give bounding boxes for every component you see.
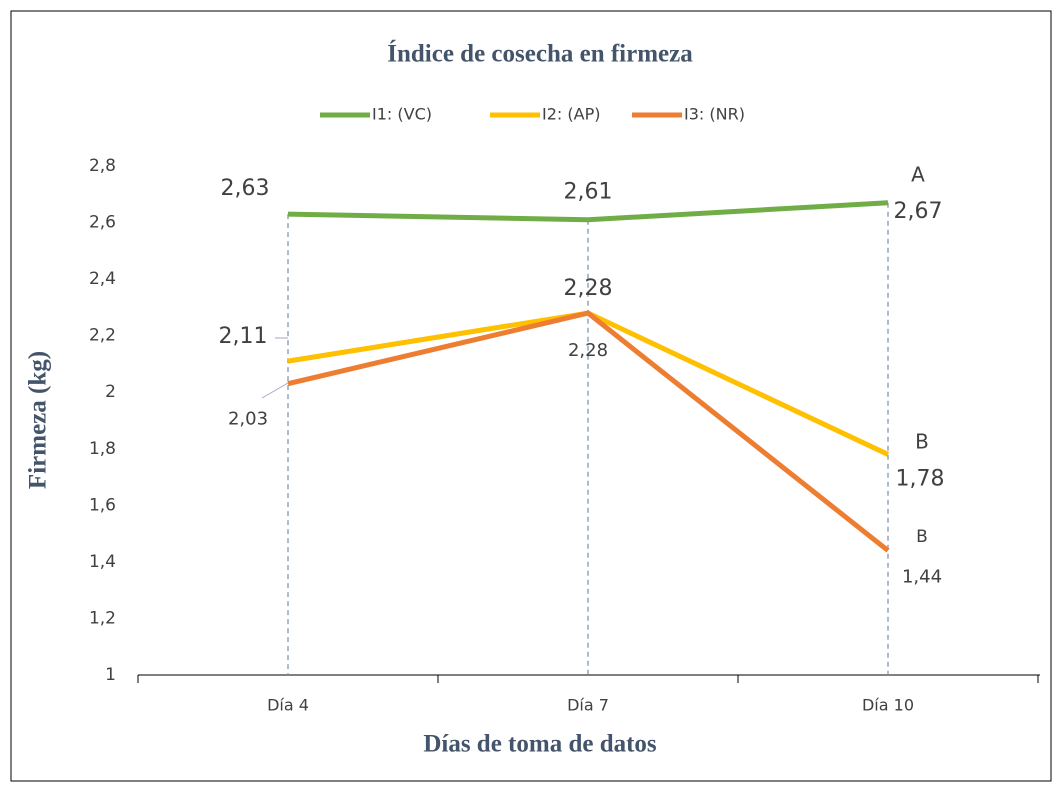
- y-tick-label: 2: [105, 382, 116, 402]
- annotation: B: [915, 430, 929, 454]
- legend-label: I3: (NR): [684, 105, 745, 124]
- y-axis-title: Firmeza (kg): [25, 351, 52, 489]
- annotation: A: [911, 163, 925, 187]
- legend-label: I1: (VC): [372, 105, 432, 124]
- y-tick-label: 2,4: [89, 269, 116, 289]
- data-label: 1,44: [902, 567, 942, 588]
- y-tick-label: 2,8: [89, 156, 116, 176]
- data-label: 2,61: [564, 180, 613, 205]
- series-line: [287, 310, 890, 553]
- data-label: 2,67: [894, 199, 943, 224]
- x-tick-label: Día 4: [267, 696, 309, 715]
- x-axis-title: Días de toma de datos: [423, 731, 657, 758]
- data-label: 1,78: [896, 466, 945, 491]
- chart-border: [10, 10, 1052, 782]
- y-tick-label: 1,2: [89, 608, 116, 628]
- y-tick-label: 1: [105, 665, 116, 685]
- data-label: 2,63: [221, 176, 270, 201]
- annotation: B: [916, 527, 928, 547]
- leader-line: [261, 382, 289, 399]
- y-tick-label: 2,2: [89, 326, 116, 346]
- data-label: 2,03: [228, 409, 268, 430]
- data-label: 2,28: [564, 276, 613, 301]
- series-line: [287, 200, 889, 223]
- legend-label: I2: (AP): [542, 105, 600, 124]
- x-tick-label: Día 10: [862, 696, 914, 715]
- y-tick-label: 1,4: [89, 552, 116, 572]
- y-tick-label: 1,6: [89, 495, 116, 515]
- data-label: 2,28: [568, 340, 608, 361]
- data-label: 2,11: [219, 324, 268, 349]
- y-tick-label: 2,6: [89, 213, 116, 233]
- x-tick-label: Día 7: [567, 696, 609, 715]
- chart-title: Índice de cosecha en firmeza: [387, 40, 693, 68]
- y-tick-label: 1,8: [89, 439, 116, 459]
